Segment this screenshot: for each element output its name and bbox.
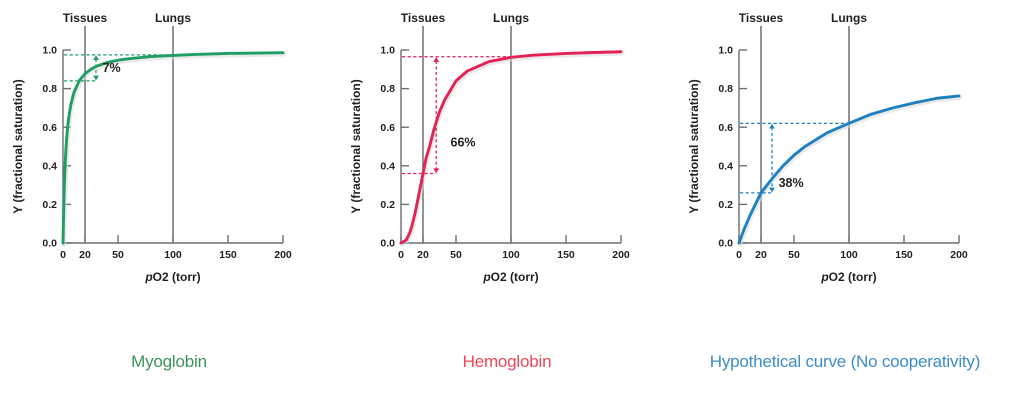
marker-label-tissues: Tissues bbox=[63, 11, 108, 25]
delta-arrow-head-down bbox=[769, 187, 775, 193]
y-tick-label: 1.0 bbox=[42, 45, 57, 57]
caption-cell-hemoglobin: Hemoglobin bbox=[338, 340, 676, 384]
marker-label-lungs: Lungs bbox=[155, 11, 191, 25]
y-axis-label: Y (fractional saturation) bbox=[11, 79, 25, 213]
marker-label-lungs: Lungs bbox=[831, 11, 867, 25]
x-axis-label: pO2 (torr) bbox=[144, 270, 200, 284]
y-tick-label: 0.2 bbox=[718, 199, 733, 211]
y-tick-label: 0.6 bbox=[718, 122, 733, 134]
plot-hemoglobin: Tissues Lungs 0.0 0.2 0.4 0.6 0.8 1.0 0 20 50 100 15… bbox=[349, 11, 630, 284]
x-tick-label: 200 bbox=[274, 249, 292, 261]
y-tick-label: 0.4 bbox=[380, 160, 395, 172]
x-tick-label: 200 bbox=[950, 249, 968, 261]
y-tick-label: 0.0 bbox=[380, 238, 395, 250]
curve-shadow bbox=[61, 52, 287, 247]
x-tick-label: 100 bbox=[502, 249, 520, 261]
delta-arrow-head-up bbox=[433, 57, 440, 62]
delta-arrow-head-down bbox=[433, 168, 440, 174]
delta-percent-label: 66% bbox=[451, 136, 476, 150]
x-tick-label: 0 bbox=[60, 249, 66, 261]
x-axis-label: pO2 (torr) bbox=[820, 270, 876, 284]
caption-cell-hypothetical: Hypothetical curve (No cooperativity) bbox=[676, 340, 1014, 384]
marker-label-tissues: Tissues bbox=[401, 11, 446, 25]
panel-hemoglobin: Tissues Lungs 0.0 0.2 0.4 0.6 0.8 1.0 0 20 50 100 15… bbox=[338, 0, 676, 340]
x-tick-label: 150 bbox=[219, 249, 237, 261]
x-tick-label: 100 bbox=[840, 249, 858, 261]
binding-curve bbox=[737, 94, 961, 245]
y-axis-label: Y (fractional saturation) bbox=[687, 79, 701, 213]
plot-hypothetical: Tissues Lungs 0.0 0.2 0.4 0.6 0.8 1.0 0 20 50 100 15… bbox=[687, 11, 968, 284]
y-tick-label: 0.8 bbox=[718, 83, 733, 95]
curve-shadow bbox=[737, 95, 963, 247]
x-tick-label: 0 bbox=[736, 249, 742, 261]
binding-curve bbox=[61, 51, 285, 245]
y-tick-label: 0.0 bbox=[42, 238, 57, 250]
panel-hypothetical: Tissues Lungs 0.0 0.2 0.4 0.6 0.8 1.0 0 20 50 100 15… bbox=[676, 0, 1014, 340]
x-tick-label: 150 bbox=[895, 249, 913, 261]
x-tick-label: 20 bbox=[417, 249, 429, 261]
x-tick-label: 200 bbox=[612, 249, 630, 261]
binding-curve bbox=[399, 50, 623, 245]
delta-percent-label: 7% bbox=[103, 61, 121, 75]
y-tick-label: 0.2 bbox=[380, 199, 395, 211]
y-tick-label: 0.0 bbox=[718, 238, 733, 250]
marker-label-tissues: Tissues bbox=[739, 11, 784, 25]
x-tick-label: 100 bbox=[164, 249, 182, 261]
y-tick-label: 0.8 bbox=[42, 83, 57, 95]
x-tick-label: 50 bbox=[788, 249, 800, 261]
panels-row: Tissues Lungs 0.0 0.2 0.4 0.6 0.8 1.0 0 20 50 100 15… bbox=[0, 0, 1014, 340]
y-tick-label: 0.4 bbox=[718, 160, 733, 172]
plot-myoglobin: Tissues Lungs 0.0 0.2 0.4 0.6 0.8 1.0 0 20 50 100 15… bbox=[11, 11, 292, 284]
captions-row: Myoglobin Hemoglobin Hypothetical curve … bbox=[0, 340, 1014, 384]
y-axis-label: Y (fractional saturation) bbox=[349, 79, 363, 213]
y-tick-label: 1.0 bbox=[718, 45, 733, 57]
panel-myoglobin: Tissues Lungs 0.0 0.2 0.4 0.6 0.8 1.0 0 20 50 100 15… bbox=[0, 0, 338, 340]
y-tick-label: 0.6 bbox=[42, 122, 57, 134]
x-tick-label: 50 bbox=[112, 249, 124, 261]
x-tick-label: 50 bbox=[450, 249, 462, 261]
y-tick-label: 0.2 bbox=[42, 199, 57, 211]
caption-hypothetical: Hypothetical curve (No cooperativity) bbox=[709, 352, 981, 371]
y-tick-label: 0.4 bbox=[42, 160, 57, 172]
x-tick-label: 20 bbox=[755, 249, 767, 261]
delta-arrow-head-up bbox=[93, 55, 99, 61]
x-tick-label: 20 bbox=[79, 249, 91, 261]
caption-cell-myoglobin: Myoglobin bbox=[0, 340, 338, 384]
y-tick-label: 0.6 bbox=[380, 122, 395, 134]
y-tick-label: 0.8 bbox=[380, 83, 395, 95]
delta-arrow-head-up bbox=[769, 123, 775, 129]
marker-label-lungs: Lungs bbox=[493, 11, 529, 25]
delta-arrow-head-down bbox=[93, 75, 99, 81]
caption-myoglobin: Myoglobin bbox=[131, 352, 207, 371]
x-tick-label: 150 bbox=[557, 249, 575, 261]
delta-percent-label: 38% bbox=[779, 176, 804, 190]
x-tick-label: 0 bbox=[398, 249, 404, 261]
x-axis-label: pO2 (torr) bbox=[482, 270, 538, 284]
y-tick-label: 1.0 bbox=[380, 45, 395, 57]
caption-hemoglobin: Hemoglobin bbox=[462, 352, 552, 371]
curve-shadow bbox=[399, 51, 625, 247]
